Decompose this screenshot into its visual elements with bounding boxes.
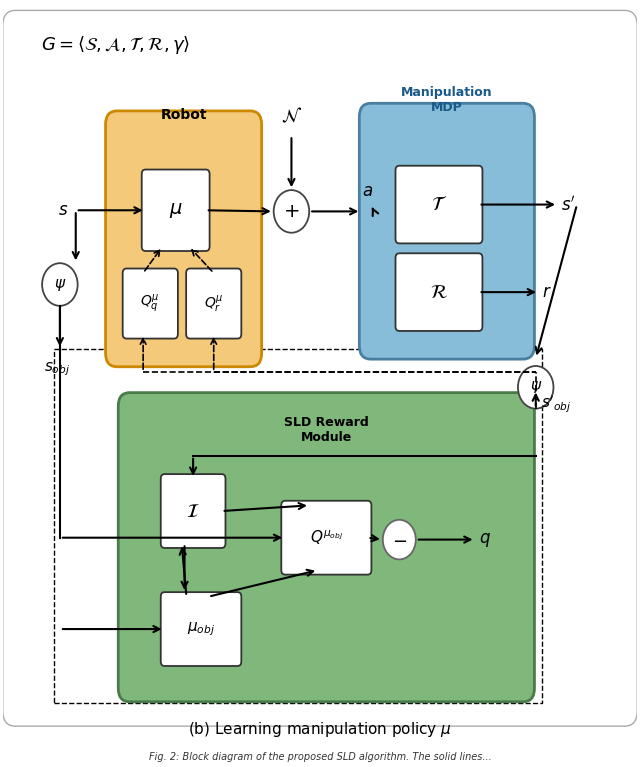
Text: (b) Learning manipulation policy $\mu$: (b) Learning manipulation policy $\mu$ xyxy=(188,720,452,739)
FancyBboxPatch shape xyxy=(396,253,483,331)
Text: $r$: $r$ xyxy=(542,283,552,301)
Text: $\mathcal{T}$: $\mathcal{T}$ xyxy=(431,195,447,214)
Text: $s$: $s$ xyxy=(58,201,68,219)
FancyBboxPatch shape xyxy=(396,166,483,243)
Text: $\mathcal{R}$: $\mathcal{R}$ xyxy=(430,282,448,301)
Circle shape xyxy=(42,263,77,306)
Text: $\psi$: $\psi$ xyxy=(54,277,66,292)
FancyBboxPatch shape xyxy=(161,592,241,666)
Text: $Q_q^\mu$: $Q_q^\mu$ xyxy=(140,292,160,314)
Text: $\mathcal{I}$: $\mathcal{I}$ xyxy=(186,502,200,521)
Circle shape xyxy=(274,190,309,232)
Circle shape xyxy=(383,520,416,559)
FancyBboxPatch shape xyxy=(123,268,178,338)
FancyBboxPatch shape xyxy=(186,268,241,338)
Text: Robot: Robot xyxy=(161,107,207,121)
Text: SLD Reward
Module: SLD Reward Module xyxy=(284,416,369,444)
Text: $+$: $+$ xyxy=(284,202,300,221)
FancyBboxPatch shape xyxy=(3,11,637,726)
Text: $G = \langle \mathcal{S}, \mathcal{A}, \mathcal{T}, \mathcal{R}, \gamma \rangle$: $G = \langle \mathcal{S}, \mathcal{A}, \… xyxy=(41,35,190,57)
Text: $Q_r^\mu$: $Q_r^\mu$ xyxy=(204,293,223,314)
Text: $q$: $q$ xyxy=(479,531,490,548)
Text: $Q^{\mu_{obj}}$: $Q^{\mu_{obj}}$ xyxy=(310,528,343,547)
Text: $a$: $a$ xyxy=(362,182,373,200)
FancyBboxPatch shape xyxy=(282,501,371,574)
Text: $\mathcal{N}$: $\mathcal{N}$ xyxy=(281,107,302,126)
Text: $\psi$: $\psi$ xyxy=(529,380,542,395)
Text: $\mu_{obj}$: $\mu_{obj}$ xyxy=(187,621,215,638)
FancyBboxPatch shape xyxy=(106,111,262,367)
Circle shape xyxy=(518,366,554,409)
Text: $s'$: $s'$ xyxy=(561,195,575,214)
Text: $\mu$: $\mu$ xyxy=(169,201,182,220)
FancyBboxPatch shape xyxy=(161,474,225,548)
FancyBboxPatch shape xyxy=(359,104,534,359)
FancyBboxPatch shape xyxy=(141,170,210,251)
Text: $s'_{obj}$: $s'_{obj}$ xyxy=(541,393,572,415)
Text: $s_{obj}$: $s_{obj}$ xyxy=(44,360,70,378)
Text: Manipulation
MDP: Manipulation MDP xyxy=(401,86,493,114)
Text: Fig. 2: Block diagram of the proposed SLD algorithm. The solid lines...: Fig. 2: Block diagram of the proposed SL… xyxy=(148,752,492,762)
Text: $-$: $-$ xyxy=(392,531,407,548)
FancyBboxPatch shape xyxy=(118,393,534,702)
